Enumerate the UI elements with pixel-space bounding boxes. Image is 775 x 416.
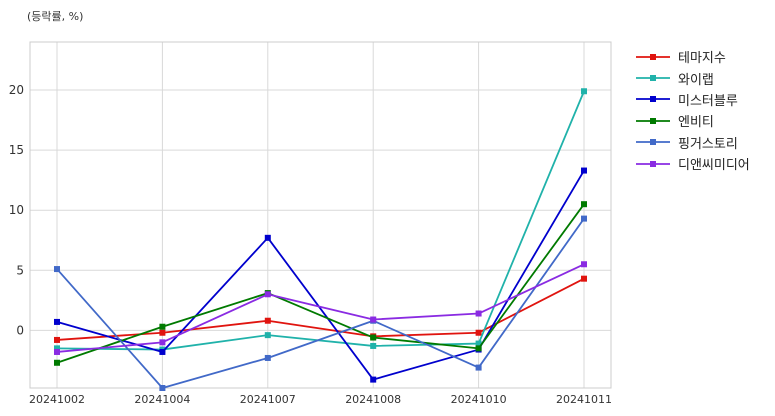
data-point [54,348,60,355]
data-point [475,310,482,317]
x-tick-label: 20241004 [134,393,190,406]
data-point [159,348,166,355]
data-point [581,201,587,208]
data-point [264,332,271,339]
data-point [370,334,377,341]
legend-label: 핑거스토리 [678,136,738,152]
data-point [264,317,271,324]
legend-label: 테마지수 [678,51,726,67]
legend-swatch [636,160,670,167]
x-tick-label: 20241002 [29,393,85,406]
data-point [54,359,60,366]
y-axis: 0 5 10 15 20 [9,83,24,337]
legend-swatch [636,96,670,103]
data-point [370,316,377,323]
data-point [159,339,166,346]
y-tick-label: 15 [9,143,24,157]
legend-label: 미스터블루 [678,93,738,109]
series-group [54,88,587,391]
grid [30,42,611,388]
y-tick-label: 5 [16,263,24,277]
legend-label: 와이랩 [678,72,714,88]
data-point [159,385,166,391]
data-point [264,291,271,298]
y-tick-label: 20 [9,83,24,97]
data-point [159,329,166,336]
x-tick-label: 20241007 [240,393,296,406]
series-6 [54,261,587,355]
x-axis: 20241002 20241004 20241007 20241008 20241010… [29,393,612,406]
data-point [581,215,587,222]
data-point [370,342,377,349]
data-point [475,345,482,352]
series-line [56,90,585,351]
data-point [264,234,271,241]
data-point [370,376,377,383]
legend-swatch [636,75,670,82]
data-point [581,88,587,95]
legend-swatch [636,117,670,124]
x-tick-label: 20241011 [556,393,612,406]
series-line [56,263,585,353]
legend-label: 엔비티 [678,115,714,131]
legend-item: 핑거스토리 [636,132,750,153]
legend-item: 테마지수 [636,46,750,67]
legend-swatch [636,53,670,60]
series-5 [54,215,587,391]
series-line [56,170,585,381]
data-point [264,354,271,361]
plot-frame [29,41,612,389]
series-line [56,203,585,364]
data-point [159,323,166,330]
legend-item: 미스터블루 [636,89,750,110]
data-point [475,364,482,371]
legend-item: 디앤씨미디어 [636,153,750,174]
unit-label: (등락률, %) [27,10,84,23]
series-line [56,218,585,389]
legend-item: 엔비티 [636,110,750,131]
y-tick-label: 10 [9,203,24,217]
data-point [581,275,587,282]
y-tick-label: 0 [16,323,24,337]
legend-swatch [636,139,670,146]
data-point [54,345,60,352]
x-tick-label: 20241008 [345,393,401,406]
data-point [581,167,587,174]
data-point [581,261,587,268]
data-point [54,336,60,343]
legend-label: 디앤씨미디어 [678,158,750,174]
data-point [54,266,60,273]
data-point [54,318,60,325]
data-point [475,329,482,336]
x-tick-label: 20241010 [451,393,507,406]
legend-item: 와이랩 [636,67,750,88]
series-2 [54,88,587,353]
data-point [475,340,482,347]
